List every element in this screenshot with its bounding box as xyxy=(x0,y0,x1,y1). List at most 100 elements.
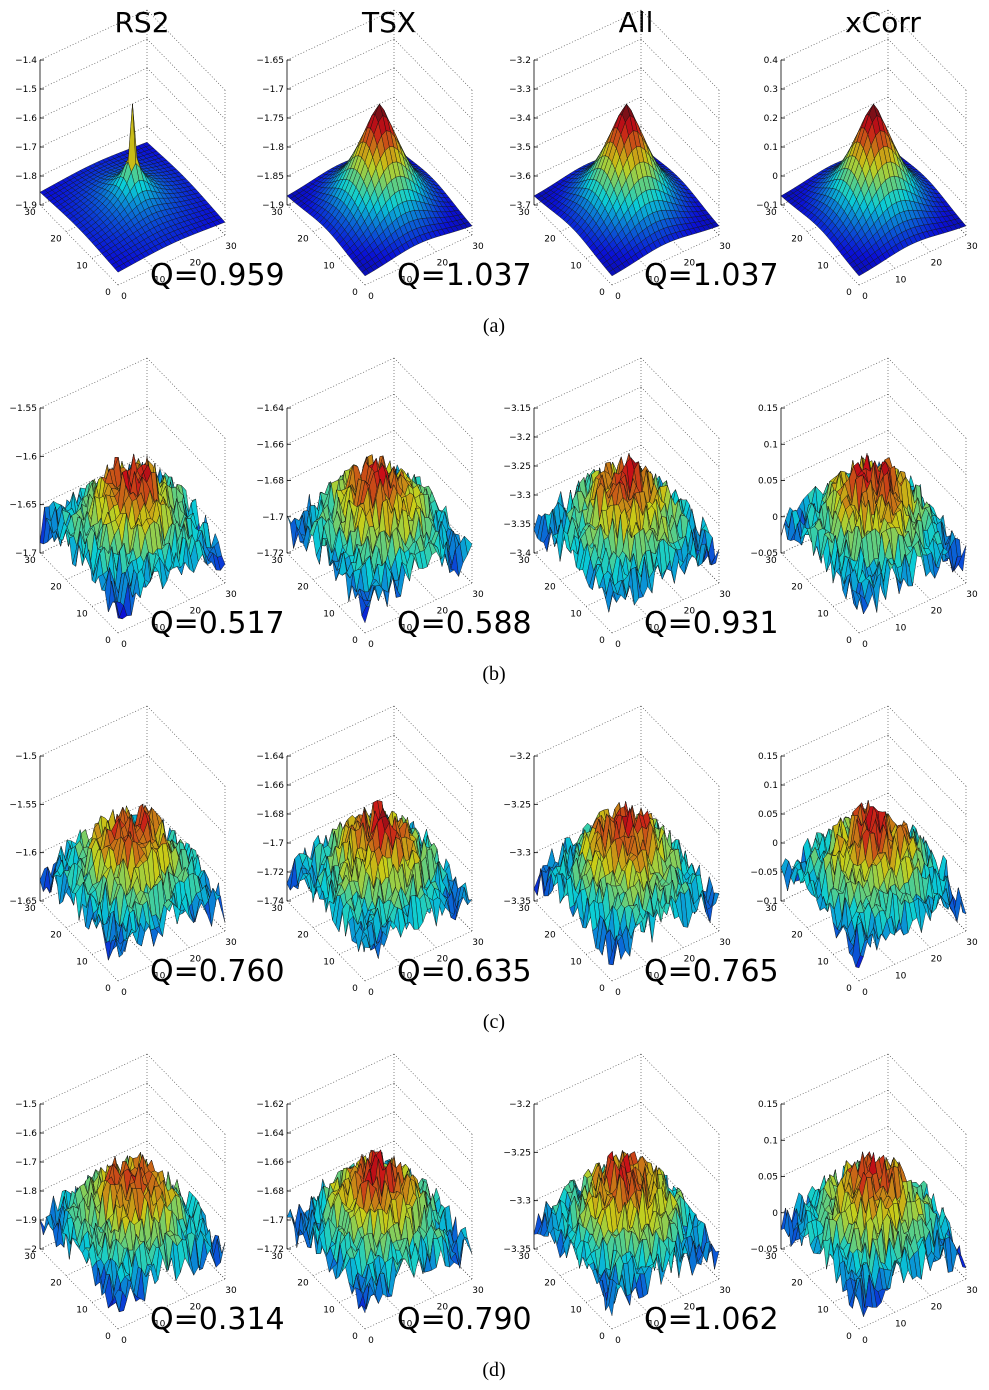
x-tick-label: 0 xyxy=(862,640,868,650)
z-tick-label: −1.8 xyxy=(15,172,37,182)
grid-line xyxy=(780,38,889,90)
y-tick-label: 0 xyxy=(599,288,605,298)
x-tick-label: 10 xyxy=(895,623,907,633)
z-tick-label: 0 xyxy=(772,172,778,182)
y-tick-label: 10 xyxy=(76,609,88,619)
z-tick-label: −1.75 xyxy=(256,114,284,124)
y-tick-label: 0 xyxy=(846,288,852,298)
z-tick-label: −3.2 xyxy=(509,433,531,443)
surface-patch xyxy=(361,269,370,277)
z-tick-label: −1.55 xyxy=(9,404,37,414)
grid-line xyxy=(393,394,473,475)
grid-line xyxy=(39,406,148,457)
x-tick-label: 30 xyxy=(225,590,237,600)
z-tick-label: −1.7 xyxy=(15,143,37,153)
y-tick-label: 10 xyxy=(76,261,88,271)
z-tick-label: −1.9 xyxy=(15,201,37,211)
column-title: xCorr xyxy=(845,6,921,39)
y-tick-label: 20 xyxy=(791,583,803,593)
z-tick-label: −3.35 xyxy=(503,520,531,530)
y-tick-label: 0 xyxy=(105,636,111,646)
z-tick-label: −0.1 xyxy=(756,201,778,211)
grid-line xyxy=(533,357,642,409)
y-tick-label: 20 xyxy=(50,235,62,245)
grid-line xyxy=(39,67,148,119)
grid-line xyxy=(146,9,226,91)
x-tick-label: 0 xyxy=(121,988,127,998)
y-tick-label: 0 xyxy=(105,984,111,994)
y-tick-label: 0 xyxy=(105,288,111,298)
surface xyxy=(39,453,226,620)
x-tick-label: 30 xyxy=(472,590,484,600)
x-tick-label: 30 xyxy=(966,590,978,600)
surface xyxy=(533,453,720,613)
z-tick-label: −1.72 xyxy=(256,549,284,559)
grid-line xyxy=(393,38,473,120)
grid-line xyxy=(887,357,967,439)
z-tick-label: −1.7 xyxy=(15,549,37,559)
grid-line xyxy=(39,38,148,90)
grid-line xyxy=(393,357,473,439)
z-tick-label: −3.15 xyxy=(503,404,531,414)
z-tick-label: −3.3 xyxy=(509,491,531,501)
x-tick-label: 30 xyxy=(225,938,237,948)
grid-line xyxy=(640,386,720,468)
grid-line xyxy=(39,754,148,805)
grid-line xyxy=(780,393,889,445)
y-tick-label: 20 xyxy=(297,235,309,245)
grid-line xyxy=(640,67,720,149)
y-tick-label: 10 xyxy=(323,609,335,619)
grid-line xyxy=(39,357,148,409)
z-tick-label: 0.1 xyxy=(764,143,778,153)
z-tick-label: −1.7 xyxy=(262,85,284,95)
row-label: (c) xyxy=(483,1011,505,1033)
grid-line xyxy=(640,125,720,207)
z-tick-label: −3.4 xyxy=(509,549,531,559)
z-tick-label: 0.15 xyxy=(758,404,778,414)
grid-line xyxy=(146,38,226,120)
x-tick-label: 0 xyxy=(615,292,621,302)
q-value: Q=0.959 xyxy=(150,258,285,293)
x-tick-label: 30 xyxy=(225,242,237,252)
z-tick-label: −1.8 xyxy=(262,143,284,153)
y-tick-label: 0 xyxy=(352,636,358,646)
z-tick-label: 0.05 xyxy=(758,477,778,487)
column-title: RS2 xyxy=(114,6,169,39)
grid-line xyxy=(393,67,473,149)
grid-line xyxy=(640,38,720,120)
y-tick-label: 10 xyxy=(570,609,582,619)
grid-line xyxy=(393,125,473,207)
z-tick-label: −1.85 xyxy=(256,172,284,182)
z-tick-label: −3.3 xyxy=(509,85,531,95)
q-value: Q=0.931 xyxy=(644,606,779,641)
y-tick-label: 20 xyxy=(791,235,803,245)
z-tick-label: −1.65 xyxy=(256,56,284,66)
y-tick-label: 0 xyxy=(846,636,852,646)
grid-line xyxy=(640,9,720,91)
grid-line xyxy=(286,357,395,409)
y-tick-label: 10 xyxy=(76,957,88,967)
grid-line xyxy=(533,38,642,90)
surface-patch xyxy=(114,265,123,273)
x-tick-label: 20 xyxy=(931,607,943,617)
grid-line xyxy=(286,204,366,286)
y-tick-label: 30 xyxy=(24,208,36,218)
grid-line xyxy=(887,67,967,149)
grid-line xyxy=(533,415,642,467)
y-tick-label: 10 xyxy=(817,609,829,619)
x-tick-label: 20 xyxy=(190,259,202,269)
x-tick-label: 30 xyxy=(719,590,731,600)
x-tick-label: 10 xyxy=(895,275,907,285)
x-tick-label: 10 xyxy=(648,275,660,285)
y-tick-label: 20 xyxy=(544,235,556,245)
z-tick-label: −3.2 xyxy=(509,56,531,66)
z-tick-label: −1.68 xyxy=(256,477,284,487)
q-value: Q=1.037 xyxy=(397,258,532,293)
z-tick-label: −1.6 xyxy=(15,849,37,859)
x-tick-label: 30 xyxy=(966,242,978,252)
grid-line xyxy=(286,38,395,90)
